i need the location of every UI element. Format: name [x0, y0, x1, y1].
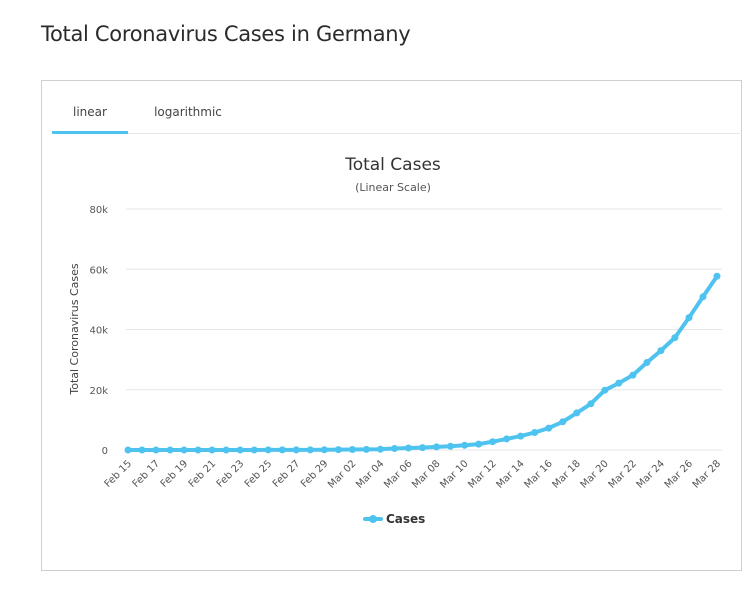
data-point[interactable]: [475, 440, 483, 448]
data-point[interactable]: [657, 347, 665, 355]
data-point[interactable]: [264, 446, 272, 454]
data-point[interactable]: [517, 432, 525, 440]
data-point[interactable]: [180, 446, 188, 454]
data-point[interactable]: [671, 334, 679, 342]
y-axis-ticks: 0 20k 40k 60k 80k: [89, 205, 108, 457]
x-tick-label: Mar 20: [579, 458, 611, 490]
x-tick-label: Feb 23: [215, 458, 247, 490]
data-point[interactable]: [376, 445, 384, 453]
data-point[interactable]: [391, 445, 398, 452]
x-tick-label: Mar 26: [663, 458, 695, 490]
x-tick-label: Mar 12: [466, 458, 498, 490]
x-tick-label: Mar 18: [551, 458, 583, 490]
data-point[interactable]: [601, 386, 609, 394]
page-title: Total Coronavirus Cases in Germany: [41, 22, 411, 46]
data-point[interactable]: [348, 446, 356, 453]
x-tick-label: Feb 27: [271, 458, 303, 490]
data-point[interactable]: [503, 435, 511, 443]
series-line: [126, 274, 719, 452]
data-point[interactable]: [685, 314, 693, 322]
data-point[interactable]: [278, 446, 286, 454]
data-point[interactable]: [138, 446, 146, 454]
y-tick-label: 40k: [89, 326, 108, 337]
grid-lines: [126, 208, 722, 451]
legend-label-cases: Cases: [386, 512, 425, 526]
data-point[interactable]: [545, 424, 553, 432]
data-point[interactable]: [306, 446, 314, 454]
data-point[interactable]: [531, 429, 539, 436]
legend[interactable]: Cases: [363, 512, 425, 526]
data-point[interactable]: [405, 444, 412, 452]
data-point[interactable]: [559, 418, 567, 426]
x-tick-label: Mar 24: [635, 458, 667, 490]
x-tick-label: Feb 25: [243, 458, 275, 490]
data-point[interactable]: [222, 446, 230, 454]
x-tick-label: Feb 21: [187, 458, 219, 490]
chart-subtitle: (Linear Scale): [355, 181, 431, 194]
data-point[interactable]: [124, 446, 132, 454]
x-tick-label: Mar 02: [326, 458, 358, 490]
x-tick-label: Mar 06: [382, 458, 414, 490]
x-tick-label: Feb 19: [159, 458, 191, 490]
data-point[interactable]: [629, 371, 637, 379]
data-point[interactable]: [615, 379, 623, 387]
data-point[interactable]: [643, 359, 651, 366]
data-point[interactable]: [236, 446, 244, 454]
chart-title: Total Cases: [344, 155, 441, 175]
x-tick-label: Feb 15: [103, 458, 135, 490]
x-tick-label: Mar 04: [354, 458, 386, 490]
x-tick-label: Mar 08: [410, 458, 442, 490]
data-point[interactable]: [573, 409, 581, 417]
y-tick-label: 60k: [89, 265, 108, 276]
legend-marker-icon: [369, 515, 377, 523]
data-point[interactable]: [489, 438, 497, 446]
data-point[interactable]: [320, 446, 328, 454]
data-point[interactable]: [713, 272, 721, 280]
y-tick-label: 20k: [89, 386, 108, 397]
x-tick-label: Mar 14: [494, 458, 526, 490]
tab-linear[interactable]: linear: [52, 95, 128, 134]
data-point[interactable]: [250, 446, 258, 454]
x-tick-label: Mar 22: [607, 458, 639, 490]
tab-logarithmic[interactable]: logarithmic: [154, 105, 222, 119]
data-point[interactable]: [166, 446, 174, 454]
y-tick-label: 80k: [89, 205, 108, 216]
data-point[interactable]: [461, 441, 469, 449]
data-point[interactable]: [419, 444, 426, 452]
data-point[interactable]: [362, 445, 370, 453]
chart-card: linear logarithmic 0 20k 40k 60k 80k Feb 15 F…: [41, 80, 742, 571]
data-point[interactable]: [433, 443, 440, 451]
x-tick-label: Mar 16: [522, 458, 554, 490]
y-axis-label: Total Coronavirus Cases: [68, 263, 81, 396]
data-point[interactable]: [152, 446, 160, 454]
scale-tabs: linear logarithmic: [52, 95, 742, 134]
x-tick-label: Feb 29: [299, 458, 331, 490]
data-point[interactable]: [292, 446, 300, 454]
x-tick-label: Feb 17: [131, 458, 163, 490]
data-point[interactable]: [699, 293, 707, 301]
data-point[interactable]: [194, 446, 202, 454]
data-point[interactable]: [334, 446, 342, 454]
y-tick-label: 0: [102, 446, 108, 457]
data-point[interactable]: [447, 442, 454, 450]
data-point[interactable]: [208, 446, 216, 454]
x-tick-label: Mar 10: [438, 458, 470, 490]
data-point[interactable]: [587, 400, 595, 408]
x-tick-label: Mar 28: [691, 458, 723, 490]
series-cases: [124, 272, 721, 454]
